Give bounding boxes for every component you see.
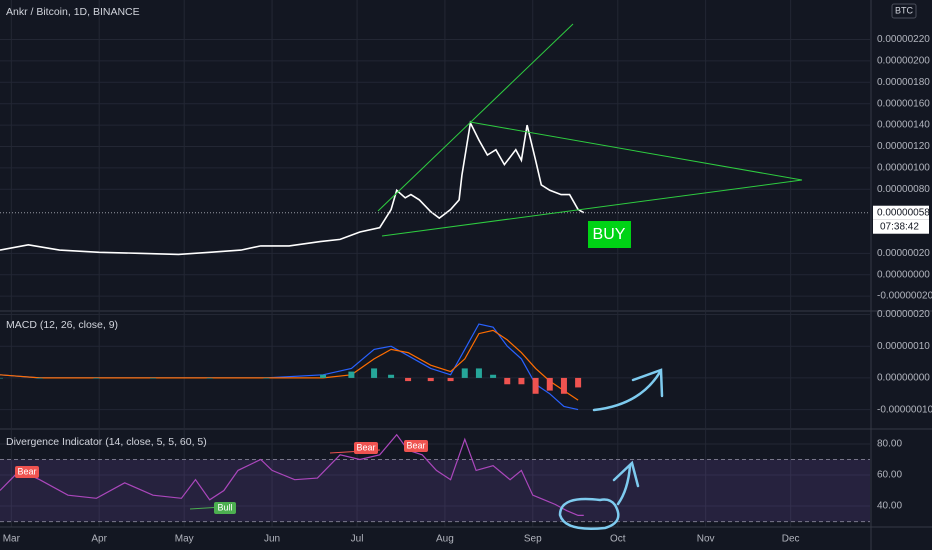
histogram-bar bbox=[461, 368, 468, 378]
x-tick-label: Jul bbox=[351, 534, 364, 545]
y-tick-label: 40.00 bbox=[877, 501, 902, 512]
arrow-head bbox=[612, 460, 640, 488]
bear-badge bbox=[404, 440, 428, 452]
histogram-bar bbox=[206, 377, 213, 379]
trendline bbox=[469, 121, 803, 181]
y-tick-label: 0.00000200 bbox=[877, 56, 930, 67]
series-line bbox=[0, 329, 579, 401]
series-line bbox=[0, 433, 584, 516]
x-tick-label: Apr bbox=[91, 534, 107, 545]
histogram-bar bbox=[320, 374, 327, 378]
grid-layer bbox=[0, 0, 870, 527]
histogram-bar bbox=[93, 377, 100, 379]
histogram-bar bbox=[263, 377, 270, 379]
bear-badge bbox=[15, 466, 39, 478]
series-line bbox=[0, 120, 585, 256]
buy-badge bbox=[588, 221, 631, 248]
currency-label: BTC bbox=[895, 5, 914, 15]
histogram-bar bbox=[405, 377, 412, 382]
bear-label: Bear bbox=[17, 466, 36, 476]
x-tick-label: Nov bbox=[697, 534, 715, 545]
buy-label: BUY bbox=[593, 226, 626, 243]
y-tick-label: 80.00 bbox=[877, 439, 902, 450]
trendlines bbox=[377, 23, 803, 237]
circle-stroke bbox=[558, 497, 620, 530]
x-tick-label: Dec bbox=[782, 534, 800, 545]
last-price-badge bbox=[873, 205, 929, 220]
histogram-bar bbox=[447, 377, 454, 382]
bull-label: Bull bbox=[217, 502, 232, 512]
arrow-stroke bbox=[616, 464, 632, 506]
bear-label: Bear bbox=[406, 440, 425, 450]
x-tick-label: Jun bbox=[264, 534, 280, 545]
chart-title: Ankr / Bitcoin, 1D, BINANCE bbox=[6, 6, 140, 18]
arrow-head bbox=[631, 368, 664, 398]
y-tick-label: 0.00000120 bbox=[877, 141, 930, 152]
histogram-bar bbox=[0, 377, 3, 379]
bear-badge bbox=[354, 442, 378, 454]
countdown-label: 07:38:42 bbox=[880, 221, 919, 232]
y-tick-label: 0.00000100 bbox=[877, 162, 930, 173]
marks-layer bbox=[0, 120, 870, 516]
macd-title: MACD (12, 26, close, 9) bbox=[6, 319, 118, 331]
histogram-bar bbox=[504, 377, 511, 385]
histogram-bar bbox=[150, 377, 157, 379]
histogram-bar bbox=[560, 377, 567, 394]
y-tick-label: -0.00000010 bbox=[877, 404, 932, 415]
x-tick-label: Mar bbox=[3, 534, 21, 545]
indicator-title: Divergence Indicator (14, close, 5, 5, 6… bbox=[6, 436, 207, 448]
last-price-label: 0.00000058 bbox=[877, 207, 930, 218]
y-tick-label: 0.00000010 bbox=[877, 341, 930, 352]
histogram-bar bbox=[388, 374, 395, 378]
trendline bbox=[381, 179, 803, 237]
histogram-bar bbox=[371, 368, 378, 378]
histogram-bar bbox=[36, 377, 43, 379]
x-tick-label: Oct bbox=[610, 534, 626, 545]
histogram-bar bbox=[348, 371, 355, 378]
y-tick-label: 0.00000160 bbox=[877, 98, 930, 109]
countdown-badge bbox=[873, 219, 929, 234]
y-tick-label: 0.00000000 bbox=[877, 269, 930, 280]
histogram-bar bbox=[532, 377, 539, 394]
y-tick-label: 0.00000220 bbox=[877, 34, 930, 45]
bear-label: Bear bbox=[356, 442, 375, 452]
x-tick-label: Sep bbox=[524, 534, 542, 545]
arrow-stroke bbox=[592, 370, 662, 412]
y-tick-label: 0.00000180 bbox=[877, 77, 930, 88]
histogram-bar bbox=[475, 368, 482, 378]
y-tick-label: 60.00 bbox=[877, 470, 902, 481]
hand-drawings bbox=[558, 368, 664, 530]
y-tick-label: 0.00000000 bbox=[877, 373, 930, 384]
rsi-band bbox=[0, 459, 870, 522]
y-tick-label: 0.00000140 bbox=[877, 120, 930, 131]
y-tick-label: 0.00000020 bbox=[877, 248, 930, 259]
histogram-bar bbox=[490, 374, 497, 378]
trendline bbox=[377, 23, 574, 212]
histogram-bar bbox=[518, 377, 525, 385]
histogram-bar bbox=[546, 377, 553, 391]
currency-badge bbox=[891, 3, 917, 19]
bull-badge bbox=[214, 502, 236, 514]
y-tick-label: 0.00000080 bbox=[877, 184, 930, 195]
x-tick-label: Aug bbox=[436, 534, 454, 545]
histogram-bar bbox=[575, 377, 582, 388]
x-tick-label: May bbox=[175, 534, 194, 545]
histogram-bar bbox=[427, 377, 434, 382]
y-tick-label: -0.00000020 bbox=[877, 291, 932, 302]
y-tick-label: 0.00000020 bbox=[877, 309, 930, 320]
